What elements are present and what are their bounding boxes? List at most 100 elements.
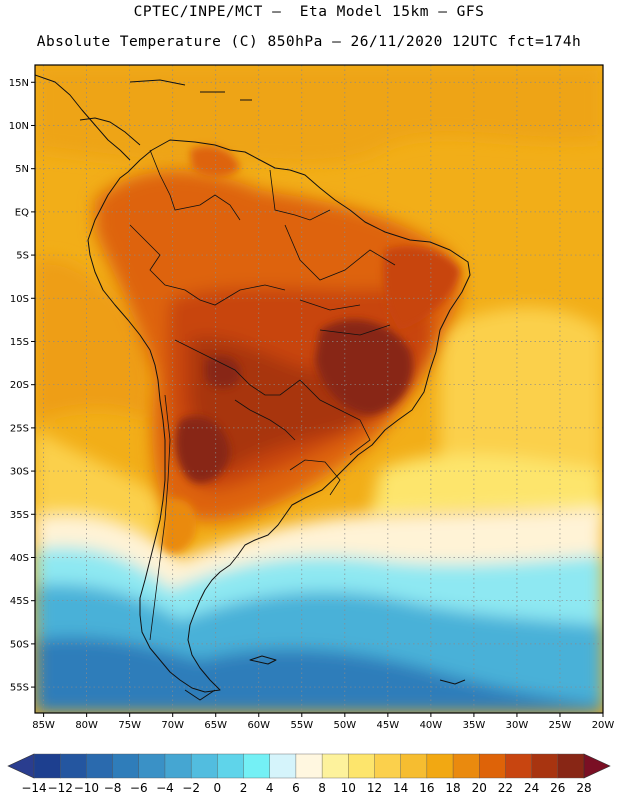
- field-core-bolivia: [205, 356, 241, 389]
- border-bolivia: [174, 339, 301, 396]
- title-line-1: CPTEC/INPE/MCT – Eta Model 15km – GFS: [133, 4, 485, 20]
- colorbar-label: 18: [445, 781, 460, 795]
- colorbar-swatch: [400, 753, 428, 779]
- field-venezuela-hot: [190, 146, 240, 177]
- lon-label: 45W: [377, 720, 400, 731]
- colorbar-swatch: [59, 753, 87, 779]
- lat-label: 5N: [15, 164, 29, 175]
- colorbar-swatch: [348, 753, 375, 779]
- border-argentina-chile: [149, 394, 171, 641]
- colorbar-swatch: [190, 753, 218, 779]
- tierra-del-fuego: [184, 679, 466, 701]
- lon-label: 80W: [75, 720, 98, 731]
- field-deep-blue: [35, 637, 603, 713]
- colorbar-label: 26: [550, 781, 565, 795]
- lat-label: 50S: [10, 639, 29, 650]
- colorbar-label: −4: [156, 781, 174, 795]
- lat-label: 15N: [9, 78, 29, 89]
- lat-label: 5S: [16, 251, 29, 262]
- colorbar-label: 12: [367, 781, 382, 795]
- map-frame: [34, 64, 604, 714]
- colorbar-swatch: [557, 753, 585, 779]
- lat-label: 55S: [10, 683, 29, 694]
- colorbar-swatch: [217, 753, 245, 779]
- colorbar-label: 16: [419, 781, 434, 795]
- lon-label: 35W: [463, 720, 486, 731]
- colorbar-swatch: [505, 753, 533, 779]
- lat-label: 10N: [9, 121, 29, 132]
- field-atlantic-yellow: [370, 454, 603, 520]
- colorbar-swatch: [33, 753, 61, 779]
- colorbar-label: −14: [21, 781, 46, 795]
- colorbar-label: −6: [130, 781, 148, 795]
- field-pacific-warm: [35, 258, 150, 420]
- colorbar-labels: −14 −12 −10 −8 −6 −4 −2 0 2 4 6 8 10 12 14 16 18 20 22 24 26…: [21, 781, 591, 795]
- central-america-coast: [35, 74, 141, 161]
- field-atlantic-cool: [440, 307, 603, 475]
- lat-label: 30S: [10, 467, 29, 478]
- colorbar-label: −2: [182, 781, 200, 795]
- field-core-brazil: [315, 319, 413, 415]
- temperature-field: [35, 65, 603, 713]
- colorbar-swatch: [243, 753, 271, 779]
- colorbar-label: 6: [292, 781, 300, 795]
- falkland-islands: [249, 655, 277, 665]
- border-venezuela-colombia: [149, 149, 241, 221]
- field-tropical-north: [35, 65, 603, 170]
- colorbar-left-cap: [7, 753, 35, 779]
- colorbar-label: 2: [240, 781, 248, 795]
- colorbar-swatch: [321, 753, 349, 779]
- colorbar-right-cap: [583, 753, 611, 779]
- colorbar-label: −10: [74, 781, 99, 795]
- lat-label: 15S: [10, 337, 29, 348]
- colorbar-label: 4: [266, 781, 274, 795]
- graticule: [35, 65, 603, 713]
- colorbar-swatch: [295, 753, 323, 779]
- lat-label: 45S: [10, 596, 29, 607]
- colorbar-label: 8: [318, 781, 326, 795]
- colorbar-label: −12: [48, 781, 73, 795]
- colorbar-label: 22: [498, 781, 513, 795]
- colorbar-swatch: [138, 753, 166, 779]
- colorbar-swatch: [374, 753, 402, 779]
- field-core-chaco: [175, 416, 230, 484]
- colorbar-label: 24: [524, 781, 539, 795]
- caribbean-islands: [129, 79, 252, 101]
- lat-label: EQ: [15, 207, 29, 218]
- lon-label: 25W: [549, 720, 572, 731]
- border-brazil-states: [284, 224, 396, 336]
- latitude-labels: 15N 10N 5N EQ 5S 10S 15S 20S 25S 30S 35S 40S 45S 50S 5…: [9, 78, 35, 694]
- south-america-coast: [87, 139, 471, 693]
- colorbar-swatch: [86, 753, 114, 779]
- colorbar-swatch: [112, 753, 140, 779]
- colorbar-swatch: [479, 753, 506, 779]
- colorbar-label: −8: [104, 781, 122, 795]
- colorbar-swatch: [531, 753, 559, 779]
- border-uruguay: [289, 459, 341, 496]
- border-guianas: [269, 169, 331, 221]
- colorbar-label: 20: [472, 781, 487, 795]
- colorbar: [7, 753, 611, 779]
- longitude-labels: 85W 80W 75W 70W 65W 60W 55W 50W 45W 40W 35W 30W 25W 2…: [32, 713, 614, 731]
- field-pacific-yellow: [35, 430, 160, 540]
- lon-label: 70W: [161, 720, 184, 731]
- lon-label: 85W: [32, 720, 55, 731]
- colorbar-swatch: [164, 753, 192, 779]
- title-line-2: Absolute Temperature (C) 850hPa – 26/11/…: [36, 34, 582, 50]
- field-patagonia-warm: [160, 498, 196, 554]
- border-brazil-south: [299, 379, 371, 456]
- colorbar-swatch: [426, 753, 454, 779]
- coastlines: [35, 74, 471, 701]
- lat-label: 25S: [10, 423, 29, 434]
- lon-label: 60W: [247, 720, 270, 731]
- lon-label: 30W: [506, 720, 529, 731]
- lon-label: 50W: [334, 720, 357, 731]
- border-paraguay: [234, 399, 296, 441]
- lon-label: 65W: [204, 720, 227, 731]
- country-borders: [129, 149, 396, 641]
- lat-label: 40S: [10, 553, 29, 564]
- lat-label: 20S: [10, 380, 29, 391]
- colorbar-label: 0: [214, 781, 222, 795]
- lat-label: 10S: [10, 294, 29, 305]
